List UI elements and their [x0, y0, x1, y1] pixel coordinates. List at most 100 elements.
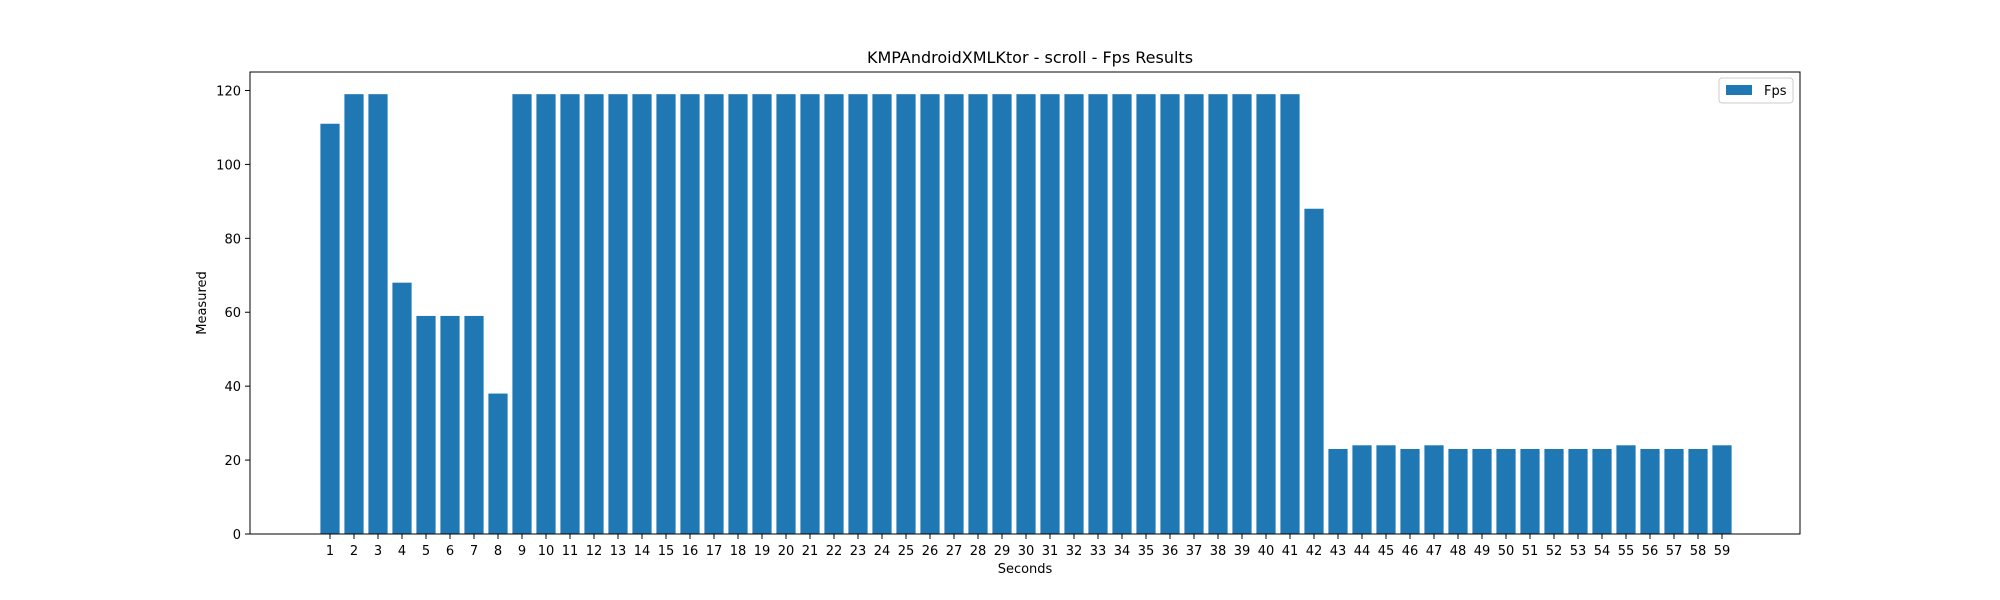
x-tick-label-31: 31: [1042, 544, 1059, 559]
x-tick-label-58: 58: [1690, 544, 1707, 559]
bar-19: [752, 94, 772, 535]
bar-4: [392, 282, 412, 534]
x-tick-label-3: 3: [374, 544, 382, 559]
bar-40: [1256, 94, 1276, 535]
x-tick-label-11: 11: [562, 544, 579, 559]
x-tick-label-26: 26: [922, 544, 939, 559]
bars-group: [320, 94, 1732, 535]
x-tick-label-20: 20: [778, 544, 795, 559]
bar-25: [896, 94, 916, 535]
x-tick-label-38: 38: [1210, 544, 1227, 559]
x-tick-label-40: 40: [1258, 544, 1275, 559]
bar-59: [1712, 445, 1732, 534]
x-tick-label-44: 44: [1354, 544, 1371, 559]
bar-32: [1064, 94, 1084, 535]
bar-29: [992, 94, 1012, 535]
y-tick-label-40: 40: [224, 380, 241, 395]
bar-7: [464, 315, 484, 534]
y-tick-label-60: 60: [224, 306, 241, 321]
y-tick-label-80: 80: [224, 232, 241, 247]
x-tick-label-5: 5: [422, 544, 430, 559]
bar-5: [416, 315, 436, 534]
x-tick-label-19: 19: [754, 544, 771, 559]
x-tick-label-4: 4: [398, 544, 406, 559]
x-tick-label-13: 13: [610, 544, 627, 559]
x-tick-label-45: 45: [1378, 544, 1395, 559]
x-tick-label-48: 48: [1450, 544, 1467, 559]
plot-frame: [249, 71, 1801, 535]
bar-47: [1424, 445, 1444, 534]
x-tick-label-2: 2: [350, 544, 358, 559]
x-tick-label-35: 35: [1138, 544, 1155, 559]
x-tick-label-29: 29: [994, 544, 1011, 559]
x-tick-label-18: 18: [730, 544, 747, 559]
bar-11: [560, 94, 580, 535]
x-tick-label-7: 7: [470, 544, 478, 559]
bar-20: [776, 94, 796, 535]
x-tick-label-15: 15: [658, 544, 675, 559]
bar-37: [1184, 94, 1204, 535]
y-tick-label-120: 120: [216, 84, 241, 99]
bar-53: [1568, 448, 1588, 534]
x-tick-label-53: 53: [1570, 544, 1587, 559]
bar-30: [1016, 94, 1036, 535]
bar-3: [368, 94, 388, 535]
x-tick-label-22: 22: [826, 544, 843, 559]
bar-13: [608, 94, 628, 535]
bar-26: [920, 94, 940, 535]
bar-58: [1688, 448, 1708, 534]
bar-38: [1208, 94, 1228, 535]
legend-label-fps: Fps: [1764, 84, 1787, 99]
x-tick-label-27: 27: [946, 544, 963, 559]
x-tick-label-46: 46: [1402, 544, 1419, 559]
bar-35: [1136, 94, 1156, 535]
bar-22: [824, 94, 844, 535]
bar-55: [1616, 445, 1636, 534]
x-tick-label-55: 55: [1618, 544, 1635, 559]
bar-16: [680, 94, 700, 535]
x-tick-label-25: 25: [898, 544, 915, 559]
x-tick-label-6: 6: [446, 544, 454, 559]
y-axis-label: Measured: [195, 271, 210, 335]
bar-41: [1280, 94, 1300, 535]
x-tick-label-47: 47: [1426, 544, 1443, 559]
bar-2: [344, 94, 364, 535]
bar-34: [1112, 94, 1132, 535]
bar-23: [848, 94, 868, 535]
y-axis: 0 20 40 60 80 100 120: [216, 84, 250, 543]
legend: Fps: [1718, 77, 1794, 104]
x-tick-label-1: 1: [326, 544, 334, 559]
x-tick-label-9: 9: [518, 544, 526, 559]
x-tick-label-54: 54: [1594, 544, 1611, 559]
bar-42: [1304, 208, 1324, 534]
x-tick-label-34: 34: [1114, 544, 1131, 559]
bar-14: [632, 94, 652, 535]
x-tick-label-39: 39: [1234, 544, 1251, 559]
bar-21: [800, 94, 820, 535]
bar-17: [704, 94, 724, 535]
bar-50: [1496, 448, 1516, 534]
x-tick-label-37: 37: [1186, 544, 1203, 559]
x-axis: 1 2 3 4 5 6 7 8 9 10 11 12 13 14 15 16 17 18 19 20 21 22 23 24 2…: [326, 534, 1730, 559]
x-tick-label-43: 43: [1330, 544, 1347, 559]
bar-52: [1544, 448, 1564, 534]
y-tick-label-20: 20: [224, 454, 241, 469]
x-tick-label-57: 57: [1666, 544, 1683, 559]
chart-title: KMPAndroidXMLKtor - scroll - Fps Results: [867, 48, 1193, 67]
bar-43: [1328, 448, 1348, 534]
x-tick-label-56: 56: [1642, 544, 1659, 559]
bar-39: [1232, 94, 1252, 535]
bar-28: [968, 94, 988, 535]
bar-33: [1088, 94, 1108, 535]
x-tick-label-52: 52: [1546, 544, 1563, 559]
x-tick-label-41: 41: [1282, 544, 1299, 559]
bar-36: [1160, 94, 1180, 535]
bar-45: [1376, 445, 1396, 534]
bar-56: [1640, 448, 1660, 534]
bar-51: [1520, 448, 1540, 534]
bar-15: [656, 94, 676, 535]
x-tick-label-14: 14: [634, 544, 651, 559]
x-tick-label-32: 32: [1066, 544, 1083, 559]
bar-18: [728, 94, 748, 535]
